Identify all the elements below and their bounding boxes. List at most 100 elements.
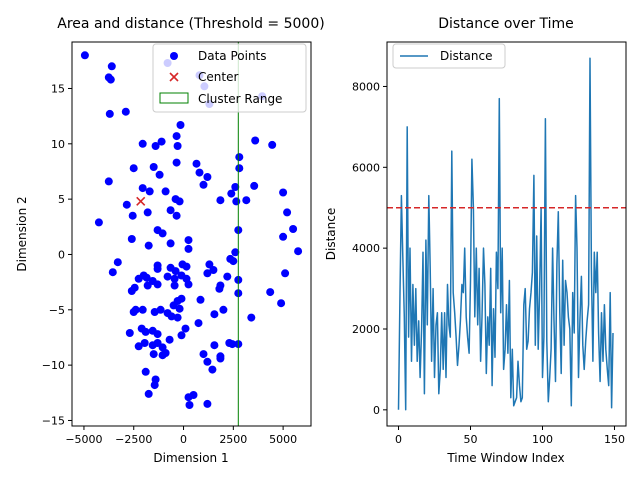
scatter-point [125, 329, 134, 337]
scatter-point [223, 272, 232, 281]
scatter-point [150, 381, 159, 390]
scatter-point [94, 218, 103, 227]
scatter-point [279, 188, 288, 197]
scatter-point [173, 142, 182, 150]
scatter-point [250, 181, 259, 190]
scatter-point [141, 367, 150, 376]
legend-marker-cluster-range [159, 92, 189, 104]
scatter-point [166, 206, 175, 215]
scatter-point [268, 140, 277, 149]
scatter-point [210, 310, 219, 319]
scatter-y-tick-label: 10 [51, 138, 65, 151]
scatter-point [143, 281, 152, 290]
line-y-label: Distance [324, 208, 338, 260]
line-x-ticks: 0 50 100 150 [395, 426, 625, 446]
scatter-x-tick-label: −5000 [65, 433, 102, 446]
scatter-point [158, 229, 167, 238]
scatter-point [175, 304, 184, 313]
legend-label-data-points: Data Points [198, 49, 267, 63]
scatter-axes-frame [71, 41, 312, 427]
scatter-point [247, 313, 256, 322]
scatter-point [175, 197, 184, 206]
scatter-point [127, 235, 136, 243]
scatter-point [232, 197, 241, 206]
scatter-point [203, 357, 212, 366]
scatter-point [194, 319, 203, 328]
scatter-point [149, 350, 158, 359]
scatter-point [231, 248, 240, 257]
scatter-point [106, 75, 115, 84]
line-title: Distance over Time [438, 16, 574, 32]
scatter-point [251, 136, 260, 145]
scatter-point [196, 295, 205, 304]
scatter-y-ticks: −15 −10 −5 0 5 10 15 [42, 82, 72, 427]
scatter-point [105, 109, 114, 118]
line-x-tick-label: 0 [395, 433, 402, 446]
scatter-point [199, 350, 208, 359]
scatter-point [216, 352, 225, 361]
scatter-point [143, 208, 152, 217]
scatter-point [208, 365, 217, 374]
scatter-point [227, 189, 236, 198]
line-y-tick-label: 0 [373, 404, 380, 417]
scatter-point [140, 339, 149, 347]
legend-marker-data-points [170, 52, 178, 60]
scatter-point [176, 121, 185, 129]
scatter-point [138, 139, 147, 148]
scatter-point [172, 132, 181, 141]
scatter-point [216, 196, 225, 205]
scatter-point [144, 389, 153, 398]
scatter-point [182, 262, 191, 271]
scatter-point [173, 313, 182, 322]
scatter-point [209, 266, 218, 274]
scatter-point [153, 264, 162, 273]
scatter-point [294, 247, 303, 256]
scatter-point [165, 335, 174, 344]
scatter-y-tick-label: 0 [58, 248, 65, 261]
scatter-point [129, 308, 138, 316]
scatter-point [138, 305, 147, 314]
scatter-point [170, 281, 179, 290]
scatter-point [184, 280, 193, 289]
scatter-point [144, 241, 153, 250]
scatter-point [177, 294, 186, 303]
scatter-point [203, 269, 212, 278]
scatter-point [161, 187, 170, 196]
scatter-y-label: Dimension 2 [15, 196, 29, 271]
scatter-x-tick-label: 2500 [219, 433, 247, 446]
scatter-point [171, 267, 180, 276]
legend-label-center: Center [198, 70, 238, 84]
scatter-point [219, 305, 228, 314]
scatter-point [242, 196, 251, 205]
legend-label-distance: Distance [440, 49, 492, 63]
scatter-point [121, 107, 130, 116]
scatter-point [128, 211, 137, 220]
scatter-point [142, 273, 151, 282]
scatter-point [155, 170, 164, 179]
scatter-point [158, 351, 167, 360]
scatter-y-tick-label: 5 [58, 193, 65, 206]
scatter-point [203, 173, 212, 181]
line-y-tick-label: 2000 [352, 323, 380, 336]
scatter-x-tick-label: 5000 [269, 433, 297, 446]
scatter-title: Area and distance (Threshold = 5000) [57, 16, 324, 32]
scatter-point [210, 341, 219, 350]
scatter-point [157, 137, 166, 146]
line-y-tick-label: 6000 [352, 161, 380, 174]
scatter-point [231, 183, 240, 191]
scatter-point [184, 236, 193, 245]
scatter-y-tick-label: 15 [51, 82, 65, 95]
distance-series-line [397, 57, 614, 411]
line-x-tick-label: 100 [532, 433, 553, 446]
scatter-legend-box [152, 43, 307, 113]
line-y-ticks: 0 2000 4000 6000 8000 [352, 80, 387, 417]
scatter-panel: Area and distance (Threshold = 5000) −50… [15, 16, 325, 465]
line-legend: Distance [392, 43, 506, 69]
scatter-point [80, 51, 89, 60]
scatter-x-ticks: −5000 −2500 0 2500 5000 [65, 426, 297, 446]
scatter-point [167, 312, 176, 321]
scatter-x-tick-label: −2500 [115, 433, 152, 446]
scatter-point [184, 244, 193, 253]
scatter-point [203, 399, 212, 408]
